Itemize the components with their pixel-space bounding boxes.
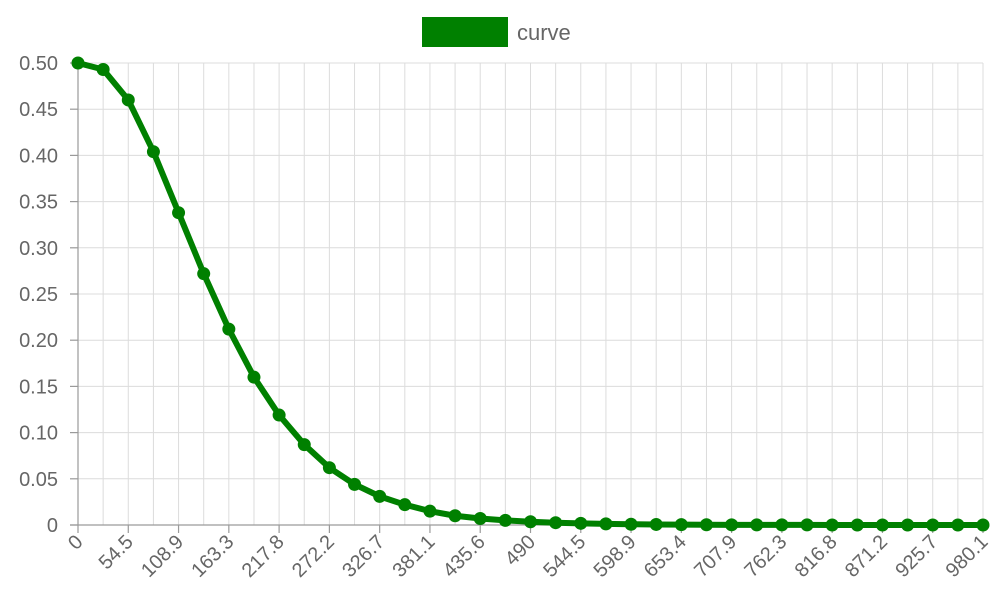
x-tick-label: 54.5 [95, 531, 138, 574]
data-point[interactable] [951, 518, 965, 532]
data-point[interactable] [901, 518, 915, 532]
legend[interactable]: curve [422, 17, 571, 47]
data-point[interactable] [423, 504, 437, 518]
data-point[interactable] [473, 512, 487, 526]
data-point[interactable] [398, 498, 412, 512]
legend-label-curve[interactable]: curve [517, 20, 571, 45]
data-point[interactable] [574, 516, 588, 530]
x-tick-label: 980.1 [942, 531, 993, 582]
y-tick-label: 0.15 [19, 376, 58, 398]
data-point[interactable] [524, 515, 537, 529]
data-point[interactable] [926, 518, 940, 532]
data-point[interactable] [674, 518, 688, 532]
data-point[interactable] [850, 518, 864, 532]
y-tick-label: 0.40 [19, 145, 58, 167]
data-point[interactable] [775, 518, 789, 532]
data-point[interactable] [549, 516, 563, 530]
y-tick-label: 0.05 [19, 469, 58, 491]
y-tick-label: 0.30 [19, 238, 58, 260]
data-point[interactable] [750, 518, 764, 532]
data-point[interactable] [373, 489, 387, 503]
data-point[interactable] [498, 513, 512, 527]
data-point[interactable] [624, 517, 638, 531]
x-tick-label: 871.2 [841, 531, 892, 582]
data-point[interactable] [322, 461, 336, 475]
data-point[interactable] [197, 267, 211, 281]
x-tick-label: 0 [64, 531, 87, 554]
x-tick-label: 108.9 [137, 531, 188, 582]
x-tick-label: 435.6 [439, 531, 490, 582]
x-tick-label: 925.7 [891, 531, 942, 582]
x-tick-label: 544.5 [539, 531, 590, 582]
data-point[interactable] [800, 518, 814, 532]
x-tick-label: 707.9 [690, 531, 741, 582]
y-tick-label: 0 [47, 515, 58, 537]
legend-swatch-curve[interactable] [422, 17, 508, 47]
data-point[interactable] [172, 206, 186, 220]
data-point[interactable] [699, 518, 713, 532]
x-tick-label: 217.8 [238, 531, 289, 582]
data-point[interactable] [146, 145, 160, 159]
x-tick-label: 381.1 [389, 531, 440, 582]
x-tick-label: 762.3 [740, 531, 791, 582]
y-tick-label: 0.35 [19, 192, 58, 214]
data-point[interactable] [976, 518, 990, 532]
x-tick-label: 653.4 [640, 531, 691, 582]
y-tick-label: 0.50 [19, 53, 58, 75]
series-layer [71, 56, 990, 532]
y-tick-label: 0.25 [19, 284, 58, 306]
x-tick-label: 272.2 [288, 531, 339, 582]
data-point[interactable] [649, 517, 663, 531]
data-point[interactable] [247, 370, 261, 384]
data-point[interactable] [96, 62, 110, 76]
data-point[interactable] [825, 518, 839, 532]
x-tick-label: 326.7 [338, 531, 389, 582]
data-point[interactable] [71, 56, 85, 70]
data-point[interactable] [121, 93, 135, 107]
x-tick-label: 163.3 [187, 531, 238, 582]
x-tick-label: 598.9 [590, 531, 641, 582]
data-point[interactable] [875, 518, 889, 532]
y-tick-label: 0.20 [19, 330, 58, 352]
x-tick-label: 490 [501, 531, 540, 570]
data-point[interactable] [725, 518, 739, 532]
x-tick-label: 816.8 [791, 531, 842, 582]
data-point[interactable] [348, 477, 362, 491]
data-point[interactable] [599, 517, 613, 531]
y-tick-label: 0.45 [19, 99, 58, 121]
data-point[interactable] [222, 322, 236, 336]
data-point[interactable] [448, 509, 462, 523]
data-point[interactable] [297, 438, 311, 452]
y-tick-label: 0.10 [19, 423, 58, 445]
data-point[interactable] [272, 408, 286, 422]
